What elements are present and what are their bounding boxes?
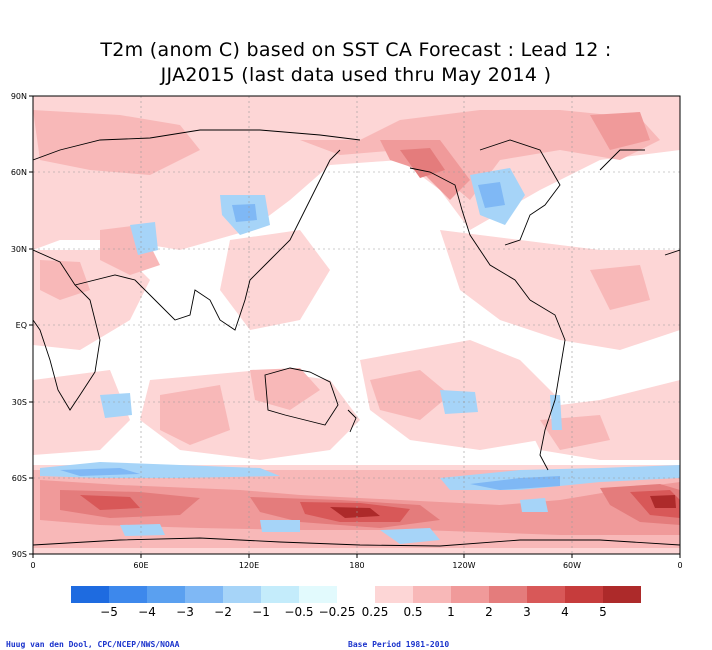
lat-label-90s: 90S — [12, 550, 27, 559]
legend-swatches — [71, 586, 641, 603]
graticule — [33, 96, 680, 554]
coastlines — [33, 129, 680, 547]
lon-label-60w: 60W — [563, 561, 581, 570]
legend-label: 4 — [561, 605, 569, 619]
legend-swatch — [299, 586, 337, 603]
lon-label-180: 180 — [349, 561, 364, 570]
lat-label-eq: EQ — [16, 321, 27, 330]
legend-label: 0.5 — [403, 605, 422, 619]
author-credit: Huug van den Dool, CPC/NCEP/NWS/NOAA — [6, 640, 180, 649]
legend-swatch — [109, 586, 147, 603]
legend-label: 3 — [523, 605, 531, 619]
title-line-1: T2m (anom C) based on SST CA Forecast : … — [100, 39, 612, 61]
legend-swatch — [413, 586, 451, 603]
legend-label: −4 — [138, 605, 156, 619]
lat-label-60n: 60N — [11, 168, 27, 177]
lat-label-30s: 30S — [12, 398, 27, 407]
legend-swatch — [261, 586, 299, 603]
base-period-note: Base Period 1981-2010 — [348, 640, 450, 649]
lon-label-120w: 120W — [452, 561, 475, 570]
axis-ticks — [29, 95, 681, 558]
legend-swatch — [489, 586, 527, 603]
legend-label: −2 — [214, 605, 232, 619]
legend-swatch — [375, 586, 413, 603]
lon-label-0-east: 0 — [677, 561, 682, 570]
legend-swatch — [185, 586, 223, 603]
anomaly-shading — [33, 96, 680, 554]
legend-label: −3 — [176, 605, 194, 619]
lon-label-60e: 60E — [133, 561, 148, 570]
lon-label-120e: 120E — [239, 561, 259, 570]
legend-label: −5 — [100, 605, 118, 619]
legend-swatch — [223, 586, 261, 603]
legend-swatch — [451, 586, 489, 603]
lat-label-30n: 30N — [11, 245, 27, 254]
lat-label-60s: 60S — [12, 474, 27, 483]
legend-label: −0.5 — [284, 605, 313, 619]
legend-swatch — [147, 586, 185, 603]
legend-swatch — [71, 586, 109, 603]
legend-labels: −5 −4 −3 −2 −1 −0.5 −0.25 0.25 0.5 1 2 3 4 5 — [100, 605, 607, 619]
legend-swatch — [603, 586, 641, 603]
lat-label-90n: 90N — [11, 92, 27, 101]
legend-swatch — [527, 586, 565, 603]
legend-swatch — [565, 586, 603, 603]
legend-swatch — [337, 586, 375, 603]
lon-label-0: 0 — [30, 561, 35, 570]
legend-label: 5 — [599, 605, 607, 619]
legend-label: 0.25 — [362, 605, 389, 619]
title-line-2: JJA2015 (last data used thru May 2014 ) — [160, 64, 552, 86]
legend-label: 2 — [485, 605, 493, 619]
legend-label: −0.25 — [319, 605, 356, 619]
legend-label: 1 — [447, 605, 455, 619]
map-title: T2m (anom C) based on SST CA Forecast : … — [0, 38, 712, 88]
legend-label: −1 — [252, 605, 270, 619]
